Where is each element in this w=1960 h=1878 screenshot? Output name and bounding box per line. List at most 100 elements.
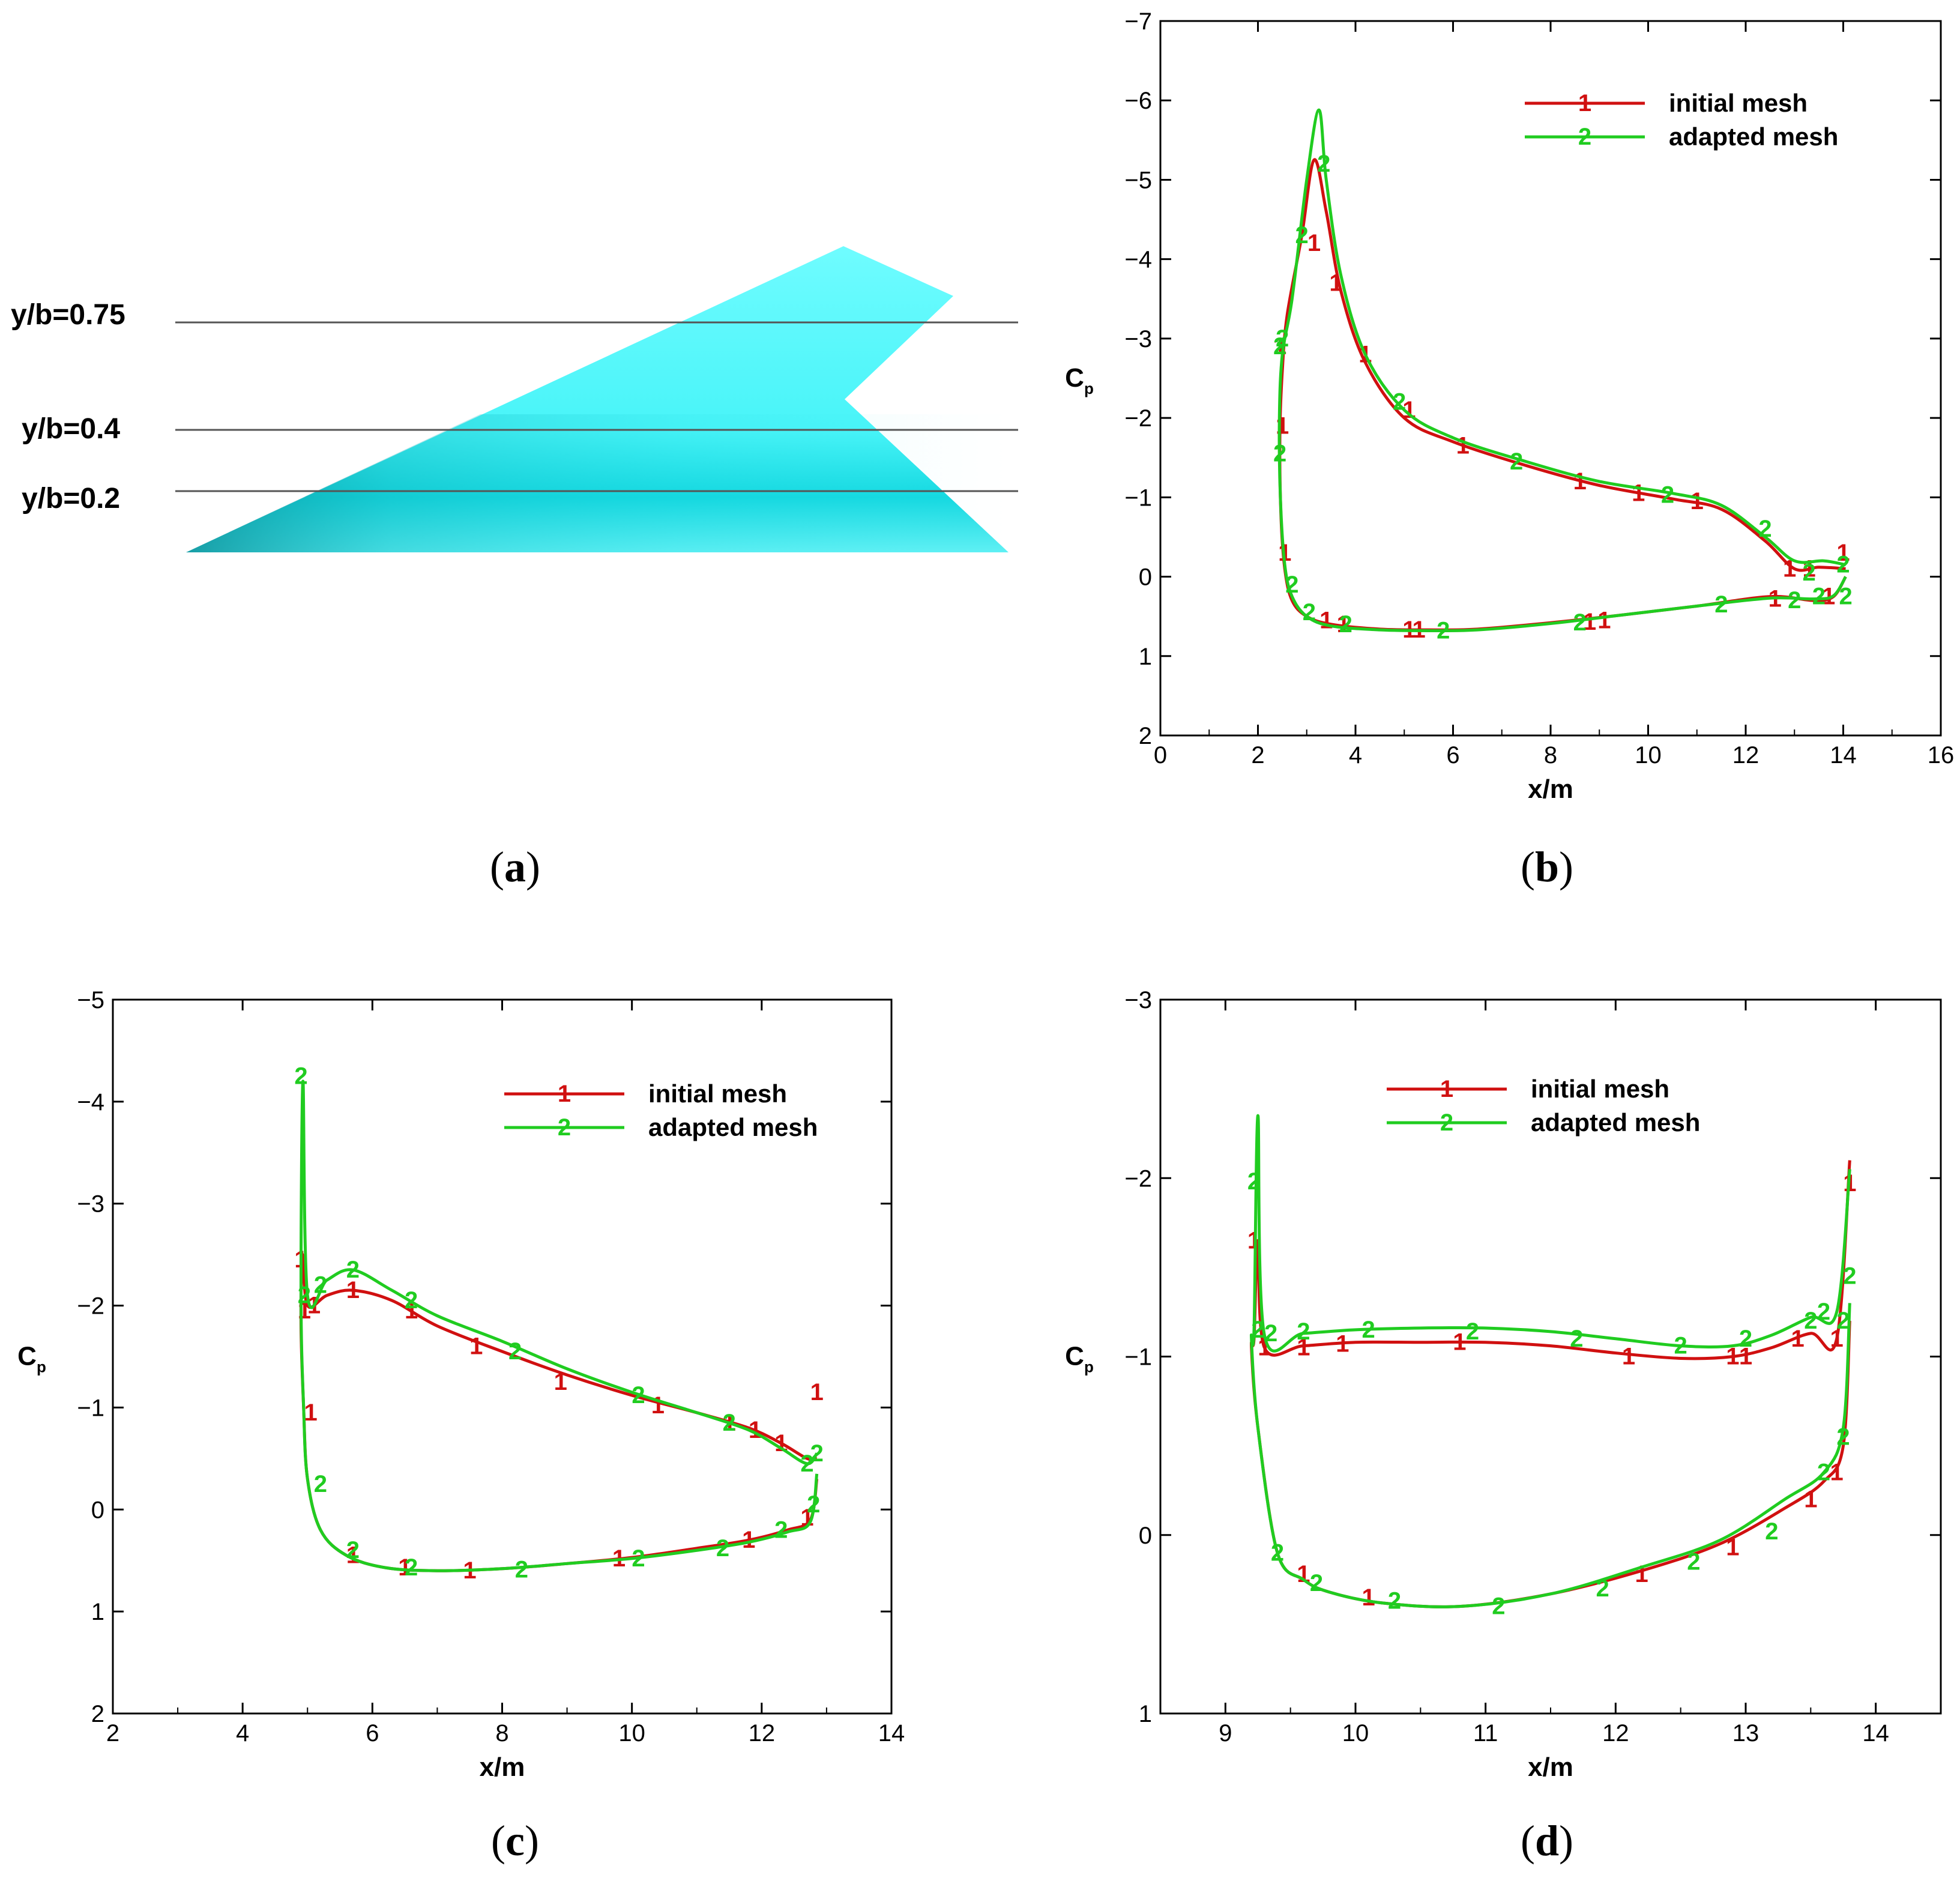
series-marker-adapted-mesh: 2	[1264, 1320, 1277, 1347]
series-marker-initial-mesh: 1	[1362, 1584, 1375, 1611]
x-tick-label: 12	[749, 1720, 776, 1747]
series-marker-adapted-mesh: 2	[1295, 222, 1309, 249]
series-marker-initial-mesh: 1	[346, 1277, 360, 1303]
series-marker-adapted-mesh: 2	[1510, 448, 1523, 475]
y-tick-label: −4	[1124, 247, 1152, 273]
series-marker-initial-mesh: 1	[1297, 1335, 1310, 1361]
series-marker-initial-mesh: 1	[1739, 1344, 1752, 1370]
x-tick-label: 11	[1473, 1720, 1498, 1747]
series-marker-adapted-mesh: 2	[1674, 1333, 1687, 1359]
section-label-04: y/b=0.4	[22, 413, 120, 445]
y-tick-label: 2	[1139, 723, 1152, 749]
series-marker-adapted-mesh: 2	[1247, 1168, 1261, 1195]
x-tick-label: 10	[618, 1720, 645, 1747]
series-line-initial-mesh	[1278, 158, 1847, 632]
series-marker-adapted-mesh: 2	[632, 1545, 645, 1572]
y-tick-label: 0	[91, 1497, 104, 1523]
section-label-075: y/b=0.75	[11, 299, 125, 331]
y-tick-label: −1	[1124, 1344, 1152, 1371]
series-marker-initial-mesh: 1	[1632, 480, 1645, 507]
y-tick-label: 1	[1139, 1701, 1152, 1727]
series-marker-adapted-mesh: 2	[1788, 587, 1801, 614]
series-marker-adapted-mesh: 2	[1812, 584, 1826, 610]
series-marker-adapted-mesh: 2	[1804, 1308, 1817, 1334]
series-marker-adapted-mesh: 2	[1388, 1588, 1401, 1614]
series-marker-initial-mesh: 1	[1830, 1326, 1844, 1352]
series-marker-adapted-mesh: 2	[1817, 1299, 1830, 1325]
series-marker-initial-mesh: 1	[1307, 230, 1321, 256]
series-marker-adapted-mesh: 2	[1839, 584, 1852, 610]
series-marker-adapted-mesh: 2	[405, 1554, 418, 1581]
series-line-adapted-mesh	[1249, 1114, 1851, 1608]
series-marker-adapted-mesh: 2	[515, 1557, 528, 1583]
series-marker-adapted-mesh: 2	[298, 1282, 311, 1309]
x-tick-label: 4	[236, 1720, 249, 1747]
panel-label-a: (a)	[490, 843, 540, 891]
x-tick-label: 10	[1342, 1720, 1369, 1747]
x-tick-label: 8	[1544, 742, 1557, 768]
series-marker-adapted-mesh: 2	[1437, 617, 1450, 644]
x-tick-label: 6	[366, 1720, 379, 1747]
series-marker-initial-mesh: 1	[1690, 488, 1704, 515]
series-marker-adapted-mesh: 2	[723, 1410, 736, 1436]
series-line-adapted-mesh	[1277, 108, 1847, 633]
series-marker-adapted-mesh: 2	[807, 1491, 820, 1518]
y-tick-label: −4	[77, 1089, 104, 1116]
series-marker-adapted-mesh: 2	[1817, 1460, 1830, 1486]
series-marker-adapted-mesh: 2	[1393, 389, 1406, 415]
series-marker-initial-mesh: 1	[1319, 607, 1333, 633]
x-axis-title: x/m	[480, 1753, 525, 1782]
series-marker-adapted-mesh: 2	[1271, 1539, 1284, 1566]
cp-chart-b: 0 2 4 6 8 10 12 14 16−7−6−5−4−3−2−1012x/mCp11111…	[1065, 8, 1954, 804]
legend-label: initial mesh	[1531, 1075, 1669, 1103]
series-marker-initial-mesh: 1	[810, 1379, 824, 1405]
series-marker-adapted-mesh: 2	[1492, 1593, 1505, 1620]
series-marker-adapted-mesh: 2	[346, 1257, 360, 1283]
series-marker-initial-mesh: 1	[346, 1542, 360, 1569]
series-marker-initial-mesh: 1	[1597, 607, 1611, 633]
x-tick-label: 16	[1928, 742, 1955, 768]
x-axis-title: x/m	[1528, 1753, 1573, 1782]
series-marker-adapted-mesh: 2	[1758, 516, 1772, 542]
legend-marker: 1	[1578, 90, 1591, 116]
x-tick-label: 12	[1732, 742, 1759, 768]
legend: 1 initial mesh 2 adapted mesh	[1525, 89, 1838, 151]
series-marker-initial-mesh: 1	[398, 1554, 411, 1581]
legend-label: initial mesh	[648, 1079, 787, 1108]
panel-label-d: (d)	[1521, 1817, 1573, 1865]
series-line-adapted-mesh	[299, 1079, 819, 1572]
series-marker-adapted-mesh: 2	[1803, 560, 1816, 586]
series-marker-initial-mesh: 1	[749, 1417, 762, 1443]
series-line-initial-mesh	[299, 1253, 819, 1572]
series-marker-adapted-mesh: 2	[1297, 1318, 1310, 1345]
series-marker-initial-mesh: 1	[554, 1369, 567, 1395]
y-tick-label: 1	[91, 1599, 104, 1625]
series-marker-adapted-mesh: 2	[1836, 552, 1850, 578]
series-marker-adapted-mesh: 2	[1596, 1575, 1609, 1602]
x-tick-label: 14	[1862, 1720, 1889, 1747]
y-axis-title: Cp	[1065, 1342, 1094, 1376]
series-marker-adapted-mesh: 2	[774, 1517, 788, 1543]
y-tick-label: −2	[1124, 405, 1152, 432]
series-marker-initial-mesh: 1	[1830, 1460, 1844, 1486]
series-marker-adapted-mesh: 2	[1339, 611, 1352, 638]
series-marker-adapted-mesh: 2	[1661, 482, 1674, 508]
panel-label-c: (c)	[491, 1817, 539, 1865]
x-tick-label: 6	[1446, 742, 1459, 768]
legend-marker: 2	[1440, 1110, 1453, 1136]
x-tick-label: 4	[1349, 742, 1362, 768]
series-marker-initial-mesh: 1	[1622, 1344, 1635, 1370]
series-marker-initial-mesh: 1	[1336, 1331, 1349, 1357]
series-marker-adapted-mesh: 2	[1317, 151, 1330, 177]
legend-marker: 1	[558, 1081, 571, 1107]
series-marker-adapted-mesh: 2	[632, 1382, 645, 1408]
series-marker-adapted-mesh: 2	[1739, 1326, 1752, 1352]
series-marker-adapted-mesh: 2	[346, 1537, 360, 1563]
y-tick-label: 0	[1139, 564, 1152, 591]
y-tick-label: 2	[91, 1701, 104, 1727]
legend-marker: 2	[558, 1114, 571, 1141]
series-marker-adapted-mesh: 2	[716, 1535, 729, 1562]
